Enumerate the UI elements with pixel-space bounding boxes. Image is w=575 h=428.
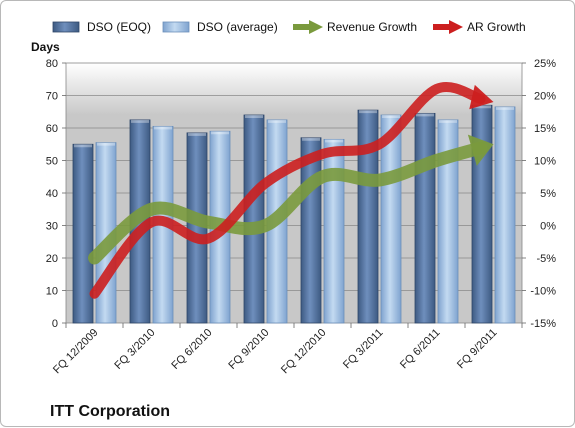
right-tick-label: -10%: [530, 286, 556, 298]
revenue-growtharrowhead: [467, 134, 494, 166]
legend-label-revenue-growth: Revenue Growth: [327, 20, 417, 34]
growth-lines: [88, 82, 494, 299]
legend-arrow-revenue-growth: [309, 20, 323, 34]
x-tick-label: FQ 3/2011: [341, 327, 386, 372]
bar-dso-eoq: [72, 143, 94, 324]
right-tick-label: 20%: [534, 91, 556, 103]
bar-cap: [268, 119, 286, 123]
bar-cap: [359, 110, 377, 114]
bar-dso-average: [494, 106, 516, 324]
x-tick-label: FQ 12/2009: [51, 327, 101, 377]
ar-growthline: [89, 82, 486, 299]
bar-cap: [131, 119, 149, 123]
legend-swatch-dso-eoq: [52, 21, 80, 33]
bar-dso-eoq: [243, 114, 265, 324]
bar-dso-average: [323, 138, 345, 324]
bar-cap: [97, 142, 115, 146]
left-axis-title: Days: [31, 40, 60, 54]
revenue-growthline: [88, 141, 488, 265]
bar-cap: [416, 113, 434, 117]
ar-growtharrowhead: [469, 84, 494, 110]
right-tick-label: 0%: [540, 221, 556, 233]
bar-dso-average: [437, 119, 459, 324]
bar-cap: [74, 144, 92, 148]
bar-cap: [188, 132, 206, 136]
bar-cap: [439, 119, 457, 123]
legend-label-dso-average: DSO (average): [197, 20, 278, 34]
bar-dso-average: [380, 114, 402, 324]
bar-cap: [325, 139, 343, 143]
legend-label-ar-growth: AR Growth: [467, 20, 526, 34]
bar-cap: [302, 137, 320, 141]
chart-title: ITT Corporation: [50, 403, 170, 420]
bar-cap: [473, 105, 491, 109]
legend-swatch-dso-average: [162, 21, 190, 33]
left-tick-label: 80: [46, 58, 58, 70]
right-tick-label: 15%: [534, 123, 556, 135]
left-tick-label: 60: [46, 123, 58, 135]
x-tick-label: FQ 3/2010: [112, 327, 157, 372]
bar-cap: [154, 126, 172, 130]
x-tick-label: FQ 12/2010: [279, 327, 329, 377]
bar-cap: [496, 106, 514, 110]
x-tick-label: FQ 6/2010: [169, 327, 214, 372]
left-tick-label: 10: [46, 286, 58, 298]
legend-label-dso-eoq: DSO (EOQ): [87, 20, 151, 34]
right-tick-label: 10%: [534, 156, 556, 168]
legend: DSO (EOQ) DSO (average) Revenue Growth AR G…: [52, 20, 526, 34]
x-tick-label: FQ 9/2011: [455, 327, 500, 372]
right-tick-label: -15%: [530, 318, 556, 330]
bar-dso-eoq: [414, 112, 436, 324]
left-tick-label: 50: [46, 156, 58, 168]
right-tick-label: 25%: [534, 58, 556, 70]
x-tick-label: FQ 6/2011: [398, 327, 443, 372]
bar-cap: [245, 115, 263, 118]
left-tick-label: 30: [46, 221, 58, 233]
bar-cap: [211, 131, 229, 135]
left-tick-label: 70: [46, 91, 58, 103]
legend-arrow-ar-growth: [449, 20, 463, 34]
bar-cap: [382, 115, 400, 118]
left-tick-label: 20: [46, 253, 58, 265]
right-tick-label: -5%: [536, 253, 556, 265]
left-tick-label: 0: [52, 318, 58, 330]
bar-dso-eoq: [357, 109, 379, 324]
left-tick-label: 40: [46, 188, 58, 200]
x-tick-label: FQ 9/2010: [226, 327, 271, 372]
right-tick-label: 5%: [540, 188, 556, 200]
